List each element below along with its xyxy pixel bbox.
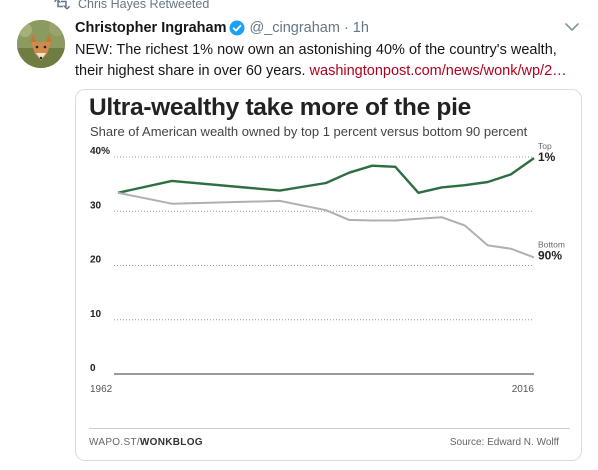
fox-avatar: [17, 20, 65, 68]
series-label-big: 1%: [538, 150, 556, 164]
series-label-big: 90%: [538, 248, 562, 262]
card-divider: [89, 428, 570, 429]
tweet-header: Christopher Ingraham @_cingraham · 1h: [75, 18, 369, 38]
chevron-down-icon[interactable]: [564, 20, 580, 34]
avatar[interactable]: [17, 20, 65, 68]
y-tick-label: 20: [90, 255, 102, 266]
series-label-small: Bottom: [538, 239, 565, 249]
verified-badge-icon: [229, 20, 245, 36]
chart-title: Ultra-wealthy take more of the pie: [89, 94, 471, 121]
chart-subtitle: Share of American wealth owned by top 1 …: [90, 124, 528, 139]
article-link[interactable]: washingtonpost.com/news/wonk/wp/2…: [309, 63, 567, 79]
card-footer-source-url: WAPO.ST/WONKBLOG: [89, 437, 203, 448]
tweet-body: NEW: The richest 1% now own an astonishi…: [75, 42, 557, 79]
y-tick-label: 30: [90, 200, 102, 211]
footer-brand: WONKBLOG: [139, 437, 203, 448]
author-name[interactable]: Christopher Ingraham: [75, 20, 227, 36]
link-preview-card[interactable]: Ultra-wealthy take more of the pie Share…: [75, 89, 582, 461]
y-tick-label: 10: [90, 309, 102, 320]
retweet-label[interactable]: Chris Hayes Retweeted: [78, 0, 210, 11]
header-separator: ·: [343, 20, 349, 36]
card-footer-credit: Source: Edward N. Wolff: [449, 437, 559, 448]
retweet-context[interactable]: Chris Hayes Retweeted: [54, 0, 209, 12]
tweet-text: NEW: The richest 1% now own an astonishi…: [75, 40, 585, 82]
retweet-icon: [54, 0, 70, 10]
tweet-timestamp[interactable]: 1h: [352, 20, 369, 36]
series-label-small: Top: [538, 141, 552, 151]
author-handle[interactable]: @_cingraham: [249, 20, 340, 36]
series-line: [117, 157, 535, 195]
x-tick-label: 2016: [512, 384, 535, 395]
y-tick-label: 40%: [90, 146, 110, 157]
y-tick-label: 0: [90, 363, 96, 374]
footer-url-prefix: WAPO.ST/: [89, 437, 140, 448]
x-tick-label: 1962: [90, 384, 113, 395]
series-line: [117, 191, 535, 259]
